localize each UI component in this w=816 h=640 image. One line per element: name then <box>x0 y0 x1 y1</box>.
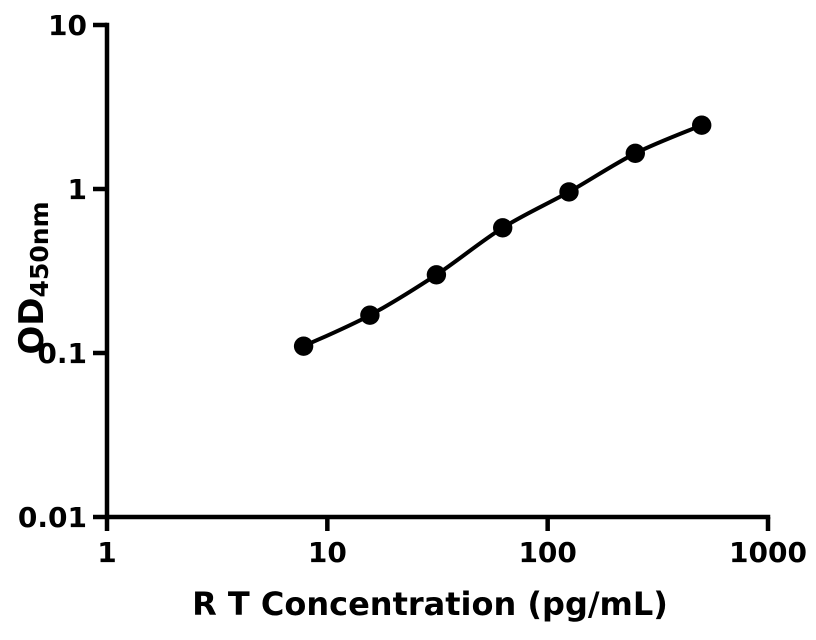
x-axis-tick-label: 10 <box>308 536 347 569</box>
y-axis-tick-label: 0.1 <box>37 337 87 370</box>
data-point-marker <box>360 305 380 325</box>
x-axis-tick-label: 1000 <box>729 536 807 569</box>
curve-and-markers <box>293 115 712 356</box>
axes: 1 10 100 1000 0.01 0.1 1 10 <box>18 9 807 569</box>
data-point-marker <box>426 265 447 285</box>
y-axis-label: OD450nm <box>12 201 54 354</box>
x-axis-tick-label: 100 <box>518 536 576 569</box>
data-point-marker <box>559 182 579 202</box>
data-point-marker <box>493 218 513 238</box>
data-point-marker <box>293 336 314 356</box>
y-axis-tick-label: 1 <box>68 173 87 206</box>
y-axis-tick-label: 10 <box>48 9 87 42</box>
y-axis-label-subscript: 450nm <box>25 201 54 297</box>
y-axis-label-main: OD <box>12 297 52 354</box>
data-point-marker <box>625 143 645 163</box>
y-axis-tick-label: 0.01 <box>18 501 87 534</box>
data-point-marker <box>692 115 712 135</box>
x-axis-tick-label: 1 <box>97 536 116 569</box>
x-axis-label: R T Concentration (pg/mL) <box>192 585 668 623</box>
